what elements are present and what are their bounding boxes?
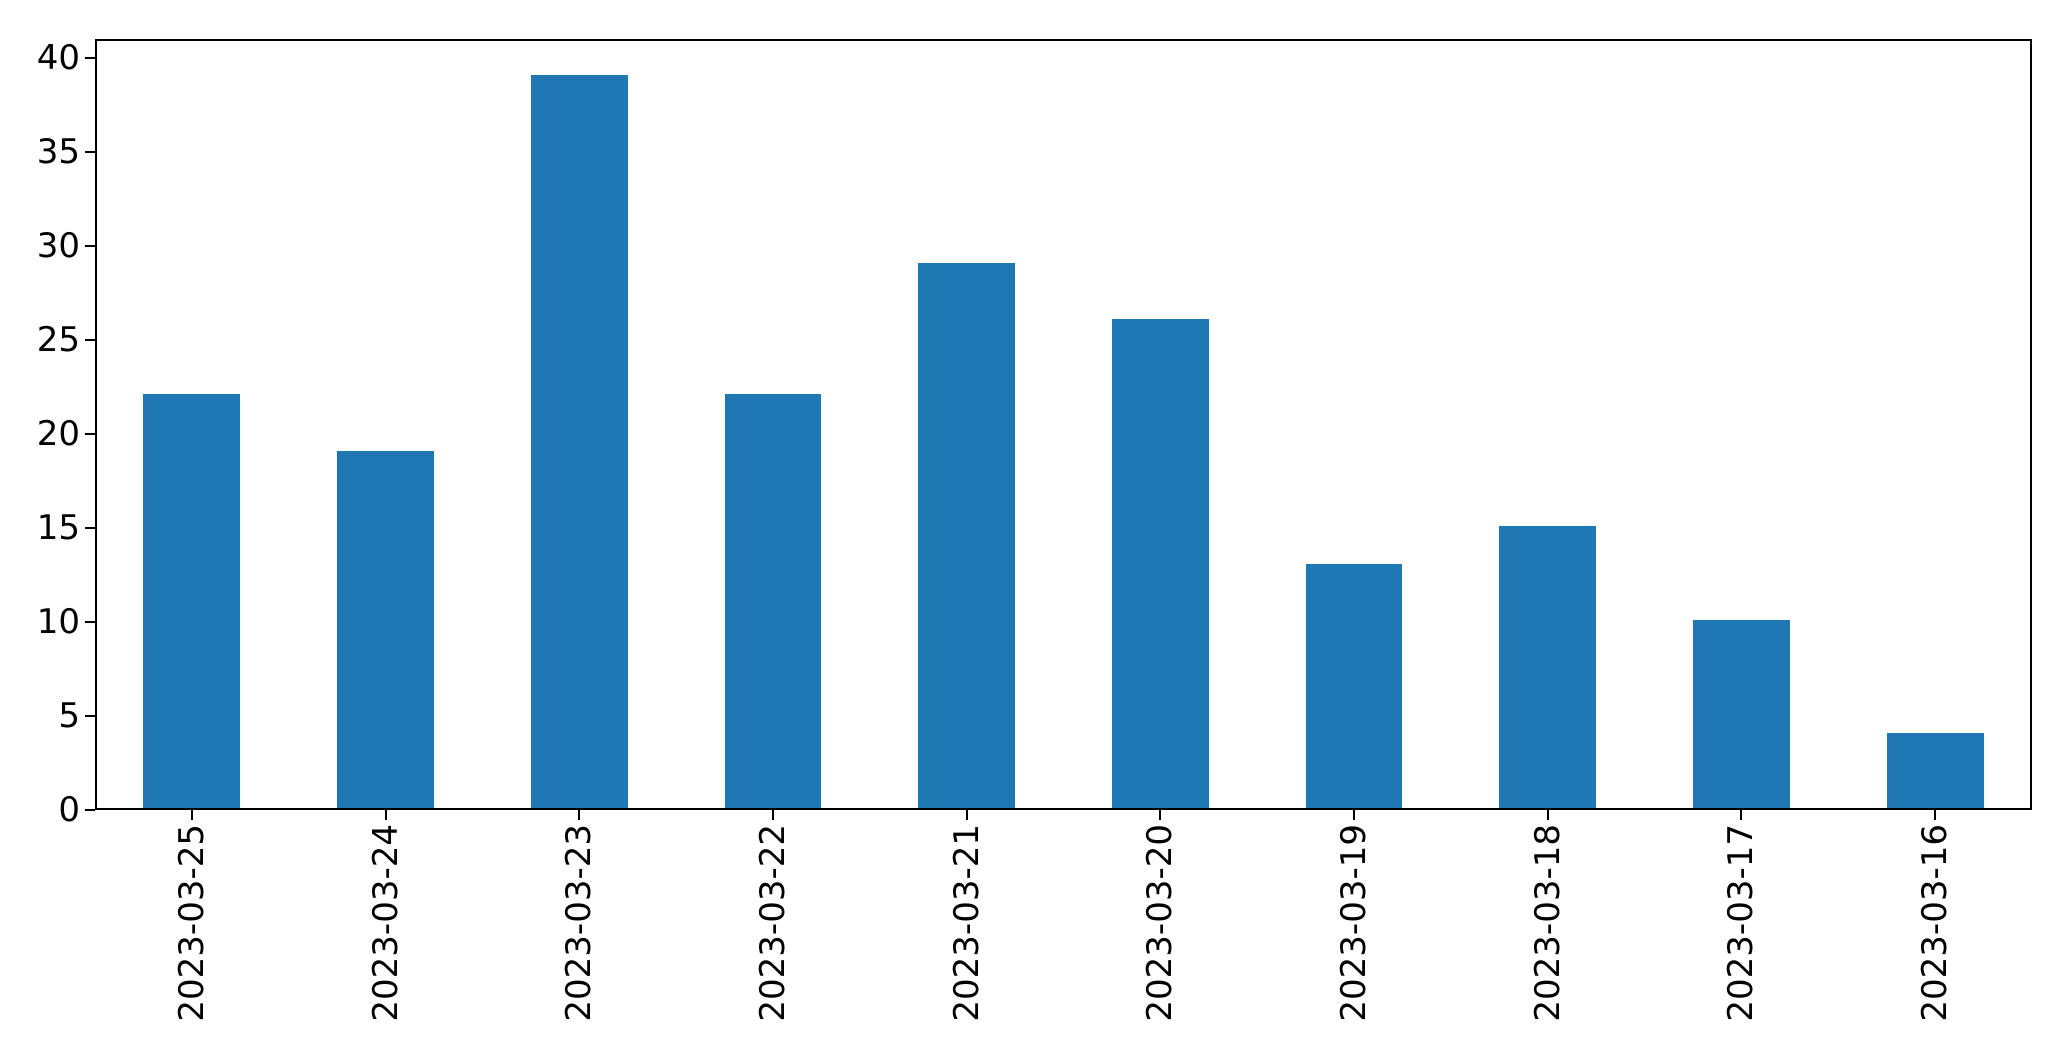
x-tick-label: 2023-03-24 bbox=[365, 824, 406, 1022]
bar bbox=[1886, 732, 1984, 808]
x-tick-label: 2023-03-21 bbox=[946, 824, 987, 1022]
x-tick-label: 2023-03-22 bbox=[752, 824, 793, 1022]
x-tick-label: 2023-03-25 bbox=[171, 824, 212, 1022]
y-tick-label: 0 bbox=[58, 790, 80, 830]
y-tick-mark bbox=[85, 432, 95, 435]
x-tick-mark bbox=[1159, 810, 1162, 820]
y-tick-label: 10 bbox=[36, 601, 80, 642]
x-tick-mark bbox=[1546, 810, 1549, 820]
y-tick-label: 40 bbox=[36, 37, 80, 78]
x-tick-mark bbox=[965, 810, 968, 820]
bar bbox=[918, 262, 1016, 808]
y-tick-mark bbox=[85, 620, 95, 623]
bar bbox=[1693, 619, 1790, 808]
y-tick-label: 15 bbox=[36, 507, 80, 548]
y-tick-label: 5 bbox=[58, 695, 80, 736]
y-tick-mark bbox=[85, 714, 95, 717]
x-tick-label: 2023-03-18 bbox=[1527, 824, 1568, 1022]
bar bbox=[1499, 525, 1597, 808]
bar bbox=[1111, 319, 1209, 808]
x-tick-label: 2023-03-23 bbox=[559, 824, 600, 1022]
bar bbox=[143, 394, 241, 808]
x-tick-label: 2023-03-16 bbox=[1915, 824, 1956, 1022]
x-tick-mark bbox=[1353, 810, 1356, 820]
bar bbox=[337, 450, 434, 808]
y-tick-mark bbox=[85, 150, 95, 153]
bar bbox=[530, 74, 628, 808]
x-tick-label: 2023-03-19 bbox=[1334, 824, 1375, 1022]
x-tick-label: 2023-03-20 bbox=[1140, 824, 1181, 1022]
x-tick-label: 2023-03-17 bbox=[1721, 824, 1762, 1022]
bar bbox=[724, 394, 822, 808]
x-tick-mark bbox=[771, 810, 774, 820]
bar bbox=[1305, 563, 1403, 808]
y-tick-label: 30 bbox=[36, 225, 80, 266]
y-tick-mark bbox=[85, 56, 95, 59]
y-tick-label: 25 bbox=[36, 319, 80, 360]
x-tick-mark bbox=[384, 810, 387, 820]
y-tick-mark bbox=[85, 809, 95, 811]
y-tick-mark bbox=[85, 526, 95, 529]
y-tick-mark bbox=[85, 244, 95, 247]
y-tick-label: 35 bbox=[36, 131, 80, 172]
x-tick-mark bbox=[1740, 810, 1743, 820]
x-tick-mark bbox=[578, 810, 581, 820]
y-tick-mark bbox=[85, 338, 95, 341]
x-tick-mark bbox=[1934, 810, 1937, 820]
y-tick-label: 20 bbox=[36, 413, 80, 454]
x-tick-mark bbox=[190, 810, 193, 820]
